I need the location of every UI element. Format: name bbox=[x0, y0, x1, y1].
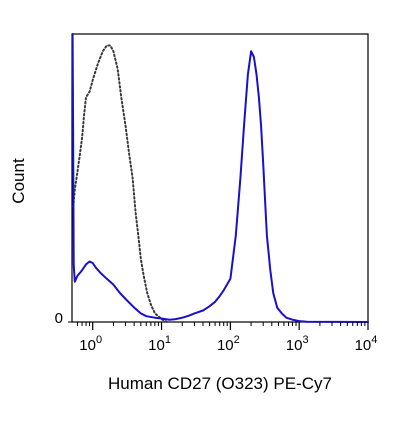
plot-frame bbox=[71, 33, 369, 323]
y-tick-label: 0 bbox=[55, 310, 63, 327]
series-line-2-solid bbox=[71, 33, 369, 323]
y-axis-ticks: 0 bbox=[55, 310, 72, 327]
x-axis-title: Human CD27 (O323) PE-Cy7 bbox=[108, 374, 332, 393]
x-tick-label: 101 bbox=[148, 334, 171, 354]
series-line-1-dotted bbox=[72, 44, 168, 323]
x-tick-label: 102 bbox=[217, 334, 240, 354]
series-layer bbox=[71, 33, 369, 323]
plot-border bbox=[71, 33, 369, 323]
x-tick-label: 100 bbox=[79, 334, 102, 354]
y-axis-title: Count bbox=[9, 158, 28, 204]
x-tick-label: 104 bbox=[355, 334, 378, 354]
x-axis-ticks: 100 101 102 103 104 bbox=[76, 322, 378, 354]
x-tick-label: 103 bbox=[286, 334, 309, 354]
